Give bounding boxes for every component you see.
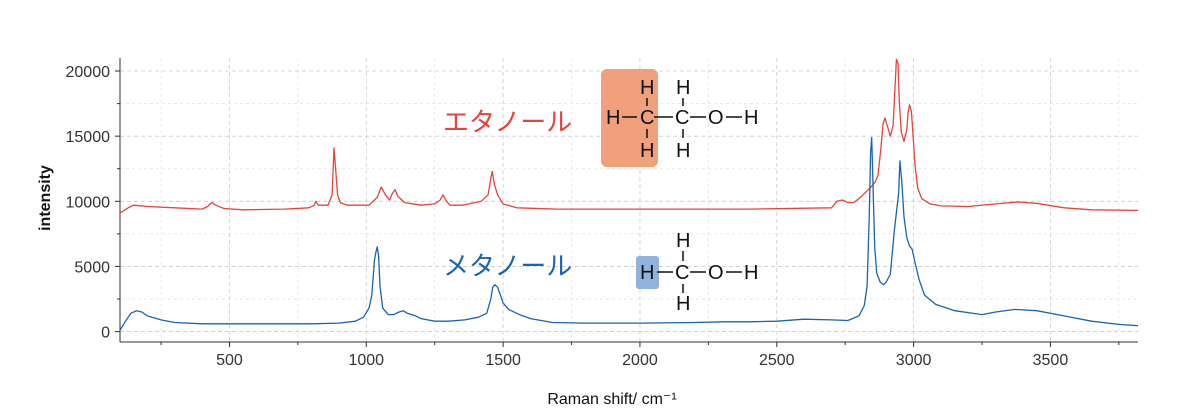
x-ticks: 500 1000 1500 2000 2500 3000 3500 [160,342,1120,369]
methanol-atom-h-top: H [676,230,690,252]
ethanol-ch3-highlight [601,69,658,167]
methanol-atom-h-right: H [744,262,758,284]
y-tick-label: 0 [101,325,110,342]
methanol-atom-c: C [675,262,689,284]
methanol-structure: H H H C O H [636,230,758,315]
x-tick-label: 3500 [1033,352,1069,369]
series-label-ethanol: エタノール [443,107,572,137]
series-lines [119,58,1139,331]
ethanol-atom-h-bottom-1: H [640,140,654,162]
ethanol-atom-h-left: H [606,107,620,129]
x-tick-label: 500 [216,352,243,369]
y-tick-label: 10000 [66,194,111,211]
series-line-1 [119,136,1139,331]
ethanol-bonds [622,98,742,138]
y-tick-label: 20000 [66,64,111,81]
methanol-bonds [657,251,742,293]
x-axis-title: Raman shift/ cm⁻¹ [547,391,676,408]
ethanol-atom-h-bottom-2: H [676,140,690,162]
y-axis-title: intensity [37,165,54,231]
methanol-atom-h-left: H [640,262,654,284]
ethanol-atom-c2: C [675,107,689,129]
methanol-atom-o: O [708,262,724,284]
ethanol-atom-h-top-2: H [676,77,690,99]
ethanol-atom-c1: C [640,107,654,129]
ethanol-atom-h-top-1: H [640,77,654,99]
y-tick-label: 15000 [66,129,111,146]
x-tick-label: 3000 [896,352,932,369]
methanol-atom-h-bottom: H [676,293,690,315]
series-line-0 [119,58,1139,214]
ethanol-structure: H H H C C H H O H [601,69,758,167]
axes [119,58,1138,343]
ethanol-atom-o: O [708,107,724,129]
x-tick-label: 2500 [759,352,795,369]
methanol-h-highlight [636,256,659,289]
x-tick-label: 1000 [348,352,384,369]
y-tick-label: 5000 [74,259,110,276]
x-tick-label: 1500 [485,352,521,369]
x-tick-label: 2000 [622,352,658,369]
series-label-methanol: メタノール [443,251,572,281]
grid-lines [120,58,1138,342]
ethanol-atom-h-right: H [744,107,758,129]
y-ticks: 0 5000 10000 15000 20000 [66,64,120,342]
